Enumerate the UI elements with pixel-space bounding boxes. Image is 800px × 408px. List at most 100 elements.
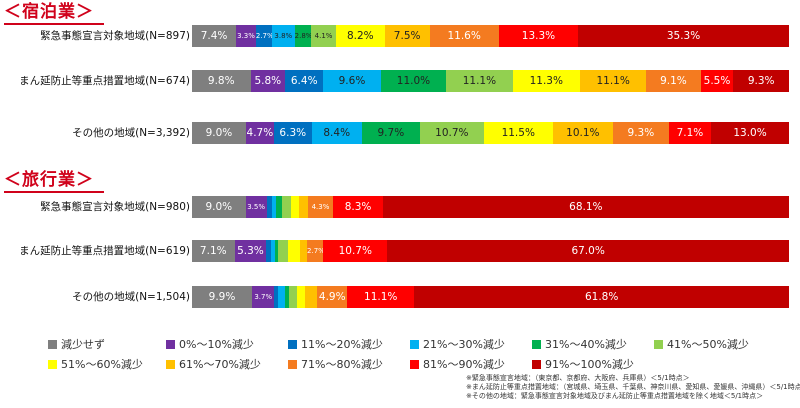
row-label: 緊急事態宣言対象地域(N=980) [40,201,190,213]
footnote: ※まん延防止等重点措置地域：（宮城県、埼玉県、千葉県、神奈川県、愛知県、愛媛県、… [466,383,800,391]
bar-segment: 11.1% [580,70,647,92]
data-label: 3.5% [247,203,265,211]
bar-segment: 9.9% [192,286,252,308]
bar-segment: 3.7% [252,286,275,308]
legend-swatch [410,339,419,349]
data-label: 4.7% [246,127,274,139]
data-label: 11.6% [447,30,481,42]
bar-segment: 35.3% [578,25,789,47]
bar-segment: 7.1% [192,240,235,262]
bar-segment: 13.0% [711,122,789,144]
bar-segment: 9.1% [646,70,701,92]
data-label: 11.1% [364,291,398,303]
bar-segment: 11.0% [380,70,447,92]
data-label: 10.7% [338,245,372,257]
legend-label: 81%～90%減少 [423,358,505,371]
data-label: 11.1% [462,75,497,87]
bar-segment: 9.7% [361,122,420,144]
data-label: 7.5% [393,30,421,42]
bar-segment: 68.1% [382,196,789,218]
bar-segment: 5.3% [234,240,267,262]
section-title-travel: ＜旅行業＞ [4,170,104,193]
legend-item: 0%～10%減少 [166,336,254,352]
bar-segment [299,240,308,262]
legend-swatch [532,339,541,349]
bar-segment [271,196,277,218]
legend-swatch [166,359,175,369]
stacked-bar: 9.0% 3.5% 4.3% 8.3% 68.1% [192,196,789,218]
bar-segment: 3.8% [271,25,295,47]
data-label: 6.3% [279,127,307,139]
legend-label: 91%～100%減少 [545,358,634,371]
bar-segment: 10.1% [552,122,614,144]
bar-segment: 8.3% [333,196,383,218]
row-label: 緊急事態宣言対象地域(N=897) [40,30,190,42]
legend-item: 21%～30%減少 [410,336,505,352]
bar-segment [284,286,289,308]
legend-item: 11%～20%減少 [288,336,383,352]
bar-segment: 4.1% [311,25,336,47]
data-label: 6.4% [290,75,318,87]
bar-segment: 11.1% [347,286,415,308]
bar-segment: 10.7% [323,240,388,262]
stacked-bar: 9.8% 5.8% 6.4% 9.6% 11.0% 11.1% 11.3% 11.1% 9.1%… [192,70,789,92]
bar-segment: 11.6% [429,25,499,47]
bar-segment: 4.9% [317,286,348,308]
bar-segment [287,240,300,262]
row-label: まん延防止等重点措置地域(N=619) [19,245,190,257]
stacked-bar: 7.4% 3.3% 2.7% 3.8% 2.8% 4.1% 8.2% 7.5% 11.6% 13.… [192,25,789,47]
data-label: 4.9% [318,291,346,303]
data-label: 5.5% [703,75,731,87]
bar-segment: 2.7% [255,25,274,47]
bar-segment: 11.3% [512,70,580,92]
data-label: 2.7% [255,32,274,40]
legend-label: 11%～20%減少 [301,338,383,351]
legend-swatch [654,339,663,349]
data-label: 9.3% [747,75,775,87]
bar-segment [278,286,285,308]
legend-label: 61%～70%減少 [179,358,261,371]
bar-segment: 7.5% [384,25,430,47]
bar-segment: 7.4% [192,25,237,47]
data-label: 10.1% [566,127,600,139]
bar-segment: 11.1% [446,70,513,92]
data-label: 11.0% [396,75,431,87]
legend-item: 61%～70%減少 [166,356,261,372]
data-label: 67.0% [571,245,605,257]
bar-segment: 9.0% [192,122,246,144]
data-label: 5.3% [237,245,264,257]
data-label: 3.7% [254,293,273,301]
data-label: 10.7% [435,127,469,139]
data-label: 61.8% [584,291,619,303]
legend-item: 41%～50%減少 [654,336,749,352]
data-label: 2.8% [294,32,313,40]
data-label: 9.0% [205,201,233,213]
stacked-bar: 7.1% 5.3% 2.7% 10.7% 67.0% [192,240,789,262]
legend-item: 71%～80%減少 [288,356,383,372]
data-label: 4.1% [314,32,333,40]
data-label: 7.4% [200,30,228,42]
legend-swatch [48,339,57,349]
bar-segment [271,240,275,262]
bar-segment: 11.5% [483,122,553,144]
footnotes: ※緊急事態宣言地域：（東京都、京都府、大阪府、兵庫県）＜5/1時点＞ ※まん延防… [466,374,800,401]
bar-segment: 3.3% [236,25,256,47]
legend-item: 51%～60%減少 [48,356,143,372]
bar-segment: 4.3% [307,196,334,218]
data-label: 9.1% [660,75,687,87]
data-label: 8.2% [346,30,374,42]
legend-item: 81%～90%減少 [410,356,505,372]
stacked-bar: 9.0% 4.7% 6.3% 8.4% 9.7% 10.7% 11.5% 10.1% 9.3% 7… [192,122,789,144]
legend-label: 31%～40%減少 [545,338,627,351]
bar-segment: 6.4% [285,70,324,92]
bar-segment: 61.8% [414,286,789,308]
legend-item: 減少せず [48,336,105,352]
bar-segment: 9.8% [192,70,251,92]
bar-segment: 4.7% [245,122,274,144]
data-label: 3.8% [274,32,293,40]
bar-segment: 67.0% [387,240,789,262]
data-label: 8.4% [323,127,351,139]
bar-segment [266,240,272,262]
data-label: 68.1% [569,201,603,213]
legend-item: 91%～100%減少 [532,356,634,372]
